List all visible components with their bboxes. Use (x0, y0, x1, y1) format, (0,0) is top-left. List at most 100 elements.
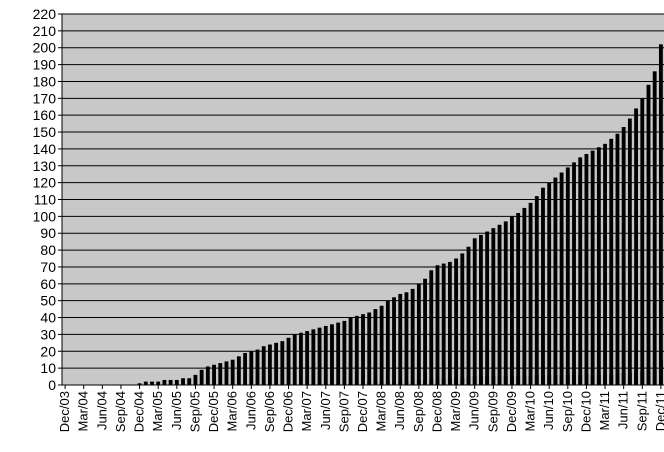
x-tick-label: Dec/09 (504, 391, 519, 432)
x-tick-label: Dec/08 (429, 391, 444, 432)
bar (541, 374, 545, 385)
x-tick-label: Sep/05 (187, 391, 202, 432)
bar (224, 361, 229, 385)
bar (323, 325, 328, 385)
bar (478, 234, 483, 385)
bar (516, 212, 521, 385)
bar (317, 327, 322, 385)
bar (348, 383, 353, 385)
x-tick-label: Sep/11 (634, 391, 649, 431)
bar (367, 381, 372, 385)
bar (305, 331, 310, 385)
bar (522, 376, 527, 385)
bar (423, 379, 427, 385)
bar (572, 374, 576, 385)
y-axis: 0102030405060708090100110120130140150160… (33, 6, 63, 393)
bar (658, 359, 663, 385)
bar (249, 351, 254, 385)
bar (292, 334, 297, 385)
y-tick-label: 10 (40, 360, 56, 376)
bar (634, 108, 638, 385)
x-tick-label: Jun/10 (541, 391, 556, 430)
bar (627, 118, 632, 386)
bar (615, 133, 620, 385)
bar (156, 381, 161, 385)
bar (460, 378, 465, 385)
bar (385, 381, 390, 385)
x-tick-label: Dec/10 (578, 391, 593, 432)
bar (330, 324, 334, 385)
y-tick-label: 60 (40, 276, 56, 292)
bar (361, 314, 365, 385)
x-tick-label: Dec/11 (653, 391, 664, 431)
y-tick-label: 220 (33, 6, 57, 22)
bar (447, 378, 452, 385)
bar (416, 379, 421, 385)
bar (485, 231, 490, 385)
x-tick-label: Jun/08 (392, 391, 407, 430)
x-tick-label: Mar/07 (299, 391, 314, 431)
bar (423, 278, 427, 385)
bar (603, 143, 607, 385)
bar (634, 371, 638, 385)
x-tick-label: Jun/05 (169, 391, 184, 430)
bar (522, 207, 527, 385)
y-tick-label: 100 (33, 208, 57, 224)
bar (621, 126, 626, 386)
bar (472, 238, 477, 385)
bar (230, 359, 235, 385)
bar (466, 246, 471, 385)
bar (553, 177, 558, 385)
x-tick-label: Dec/07 (355, 391, 370, 432)
bar (212, 364, 216, 385)
bar (137, 383, 142, 385)
bar (565, 374, 570, 385)
bar (559, 172, 564, 385)
bar (317, 383, 322, 385)
bar (441, 378, 446, 385)
bar (559, 374, 564, 385)
bar (454, 258, 459, 385)
x-tick-label: Mar/06 (225, 391, 240, 431)
y-tick-label: 30 (40, 326, 56, 342)
bar (615, 373, 620, 385)
x-tick-label: Sep/09 (485, 391, 500, 432)
bar (174, 379, 179, 385)
bar (584, 153, 589, 385)
bar (342, 320, 347, 385)
y-tick-label: 40 (40, 310, 56, 326)
x-tick-label: Sep/08 (411, 391, 426, 432)
x-tick-label: Mar/10 (523, 391, 538, 431)
x-tick-label: Jun/07 (318, 391, 333, 430)
bar (373, 309, 378, 385)
bar (199, 369, 204, 385)
bar (497, 376, 502, 385)
bar (274, 342, 279, 385)
bar (379, 381, 384, 385)
bar (336, 383, 341, 385)
bar (541, 187, 545, 385)
x-tick-label: Sep/10 (560, 391, 575, 432)
y-tick-label: 0 (48, 377, 56, 393)
bar (218, 363, 223, 385)
bar (478, 376, 483, 385)
x-tick-label: Jun/04 (94, 391, 109, 430)
bar (503, 376, 508, 385)
bar (528, 376, 533, 385)
x-axis: Dec/03 Mar/04 Jun/04 Sep/04 Dec/04 Mar/05 Jun/… (57, 384, 664, 432)
x-tick-label: Jun/11 (616, 391, 631, 429)
bar (547, 374, 552, 385)
x-tick-label: Mar/04 (76, 391, 91, 431)
x-tick-label: Jun/06 (243, 391, 258, 430)
bar (658, 44, 663, 385)
bar (565, 167, 570, 385)
bar (367, 312, 372, 385)
x-tick-label: Dec/06 (281, 391, 296, 432)
y-tick-label: 180 (33, 73, 57, 89)
y-tick-label: 200 (33, 40, 57, 56)
bar (460, 253, 465, 385)
bar (596, 374, 601, 385)
bar (603, 374, 607, 385)
bar (373, 381, 378, 385)
